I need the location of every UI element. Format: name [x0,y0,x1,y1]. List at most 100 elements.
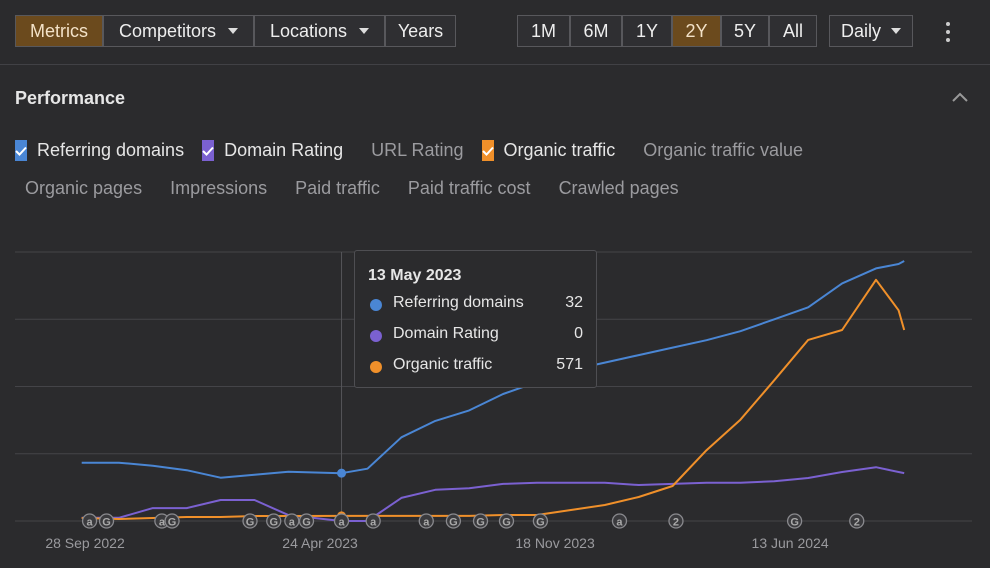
tooltip-series-name: Domain Rating [393,325,499,342]
annotation-marker[interactable]: 2 [668,513,684,529]
series-line [81,466,905,522]
metric-checkbox[interactable]: Organic traffic value [633,138,803,162]
series-line [81,278,906,520]
check-mark [481,146,494,156]
collapse-button[interactable] [951,91,969,103]
range-label: 6M [583,20,609,41]
annotation-label: a [289,517,296,529]
range-button[interactable]: All [769,15,817,47]
annotation-marker[interactable]: a [81,513,98,529]
caret [359,28,370,34]
legend-dot [370,361,382,373]
metric-checkbox[interactable]: Organic traffic [481,138,616,162]
metric-checkbox[interactable]: Domain Rating [202,138,343,162]
checkbox-box [202,139,215,161]
annotation-marker[interactable]: a [611,513,628,529]
checkbox-box [481,139,494,161]
annotation-circle [611,513,628,529]
caret [891,28,901,34]
annotation-marker[interactable]: G [532,513,549,529]
tooltip-series-name: Organic traffic [393,356,493,373]
annotation-marker[interactable]: a [284,513,300,529]
annotation-label: G [102,517,111,529]
annotation-circle [284,513,300,529]
range-button[interactable]: 1Y [622,15,672,47]
annotation-marker[interactable]: G [266,513,282,529]
annotation-label: a [338,517,345,529]
range-button[interactable]: 2Y [672,15,721,47]
range-label: 1M [530,20,556,41]
tab-label: Years [397,20,444,41]
annotation-circle [498,513,515,529]
tab-button[interactable]: Years [385,15,456,47]
annotation-marker[interactable]: G [445,513,462,529]
annotation-circle [298,513,315,529]
metric-checkbox[interactable]: Crawled pages [549,176,679,200]
annotation-marker[interactable]: a [333,513,350,529]
annotation-label: G [302,517,311,529]
checkbox-box [15,139,27,161]
annotation-marker[interactable]: a [418,513,434,529]
range-button[interactable]: 6M [570,15,622,47]
range-button[interactable]: 1M [517,15,570,47]
annotation-label: 2 [854,517,860,529]
tab-label: Metrics [30,20,88,41]
annotation-label: a [616,517,623,529]
metric-checkbox[interactable]: Impressions [160,176,267,200]
tab-button[interactable]: Locations [254,15,385,47]
tooltip-value: 32 [565,294,583,311]
metric-checkbox[interactable]: Organic pages [15,176,142,200]
check-mark [202,146,214,156]
tooltip-value: 571 [556,356,583,373]
checkbox-label: Crawled pages [558,177,679,198]
more-menu[interactable] [940,20,956,44]
annotation-marker[interactable]: G [164,513,180,529]
legend-dot [370,299,382,311]
tooltip-date: 13 May 2023 [368,267,462,284]
metric-checkbox[interactable]: Paid traffic [285,176,380,200]
interval-dropdown[interactable]: Daily [829,15,913,47]
annotation-marker[interactable]: 2 [849,513,865,529]
annotation-label: G [790,517,799,529]
annotation-label: G [476,517,485,529]
annotation-circle [365,513,381,529]
annotation-marker[interactable]: a [365,513,381,529]
range-label: 2Y [685,20,708,41]
annotation-label: G [269,517,278,529]
tab-button[interactable]: Competitors [103,15,254,47]
x-tick-label: 24 Apr 2023 [282,535,358,551]
range-button[interactable]: 5Y [721,15,769,47]
annotation-circle [98,513,115,529]
annotation-marker[interactable]: G [298,513,315,529]
tooltip: 13 May 2023 Referring domains 32 Domain Ra… [354,250,597,388]
x-tick-label: 13 Jun 2024 [752,535,829,551]
annotation-circle [445,513,462,529]
annotation-marker[interactable]: G [786,513,803,529]
annotation-marker[interactable]: G [472,513,489,529]
metric-checkbox[interactable]: URL Rating [361,138,463,162]
metric-checkbox[interactable]: Paid traffic cost [398,176,531,200]
annotation-circle [266,513,282,529]
annotation-label: G [246,517,255,529]
annotation-marker[interactable]: G [98,513,115,529]
tab-button[interactable]: Metrics [15,15,103,47]
checkbox-label: Organic traffic [503,139,616,160]
section-title: Performance [15,88,126,108]
checkbox-label: Referring domains [37,139,185,160]
tab-label: Locations [269,20,348,41]
checkbox-label: Domain Rating [224,139,344,160]
checkbox-label: Paid traffic [295,177,380,198]
annotation-label: 2 [673,517,679,529]
checkbox-label: Impressions [170,177,268,198]
caret [228,28,239,34]
metric-checkbox[interactable]: Referring domains [15,138,184,162]
hover-dot [337,468,347,478]
series-line [81,260,905,479]
annotation-marker[interactable]: G [498,513,515,529]
annotation-marker[interactable]: G [242,513,258,529]
tooltip-series-name: Referring domains [393,294,524,311]
check-mark [15,146,27,156]
annotation-circle [81,513,98,529]
annotation-circle [472,513,489,529]
